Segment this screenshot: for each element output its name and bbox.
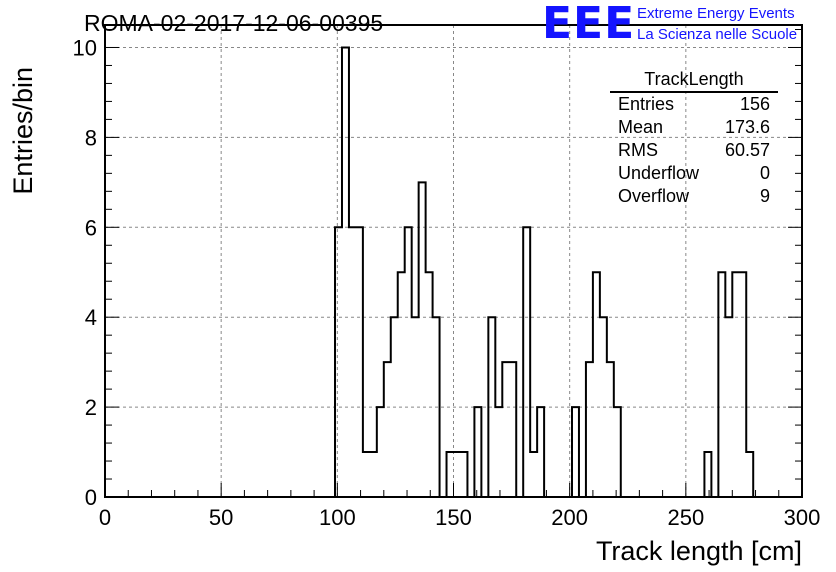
histogram-bin <box>704 452 711 497</box>
histogram-bin <box>530 452 537 497</box>
histogram-bin <box>363 452 370 497</box>
histogram-bin <box>454 452 461 497</box>
x-tick-label: 250 <box>667 505 704 530</box>
y-tick-label: 4 <box>85 305 97 330</box>
histogram-bin <box>384 362 391 497</box>
stats-value: 156 <box>739 94 770 114</box>
histogram-bin <box>502 362 509 497</box>
histogram-bin <box>739 272 746 497</box>
stats-row-rms: RMS 60.57 <box>610 139 778 162</box>
stats-box: TrackLength Entries 156 Mean 173.6 RMS 6… <box>610 68 778 208</box>
x-tick-label: 100 <box>319 505 356 530</box>
histogram-bin <box>732 272 739 497</box>
axis-ticks <box>104 28 803 498</box>
histogram-bin <box>419 182 426 497</box>
logo-line-2: La Scienza nelle Scuole <box>637 26 798 43</box>
histogram-bin <box>607 362 614 497</box>
histogram-bin <box>614 407 621 497</box>
grid-lines <box>105 25 802 497</box>
histogram-bin <box>509 362 516 497</box>
stats-row-overflow: Overflow 9 <box>610 185 778 208</box>
histogram-bin <box>377 407 384 497</box>
histogram-bin <box>405 227 412 497</box>
histogram-bin <box>398 272 405 497</box>
stats-value: 173.6 <box>724 117 770 137</box>
stats-label: RMS <box>618 140 658 160</box>
x-tick-label: 50 <box>209 505 233 530</box>
logo-line-1: Extreme Energy Events <box>637 5 795 22</box>
histogram-bin <box>349 227 356 497</box>
histogram-bin <box>356 227 363 497</box>
histogram-bin <box>447 452 454 497</box>
histogram-bin <box>537 407 544 497</box>
stats-title: TrackLength <box>610 68 778 93</box>
histogram-bin <box>370 452 377 497</box>
x-tick-label: 200 <box>551 505 588 530</box>
stats-row-entries: Entries 156 <box>610 93 778 116</box>
histogram-bin <box>523 227 530 497</box>
histogram-bin <box>426 272 433 497</box>
histogram-bin <box>593 272 600 497</box>
y-axis-label: Entries/bin <box>8 67 38 195</box>
stats-label: Mean <box>618 117 664 137</box>
stats-value: 60.57 <box>724 140 770 160</box>
y-tick-label: 10 <box>73 35 97 60</box>
histogram-bin <box>495 407 502 497</box>
stats-value: 0 <box>759 163 770 183</box>
histogram-bin <box>342 47 349 497</box>
y-tick-label: 8 <box>85 125 97 150</box>
x-axis-label: Track length [cm] <box>596 536 802 566</box>
stats-label: Overflow <box>618 186 690 206</box>
eee-logo: EEE <box>542 0 636 49</box>
y-tick-label: 6 <box>85 215 97 240</box>
histogram-bin <box>474 407 481 497</box>
stats-row-mean: Mean 173.6 <box>610 116 778 139</box>
run-title: ROMA-02-2017-12-06-00395 <box>84 10 384 36</box>
axis-tick-labels: 0 50 100 150 200 250 300 0 2 4 6 8 10 <box>73 35 821 530</box>
y-tick-label: 0 <box>85 485 97 510</box>
x-tick-label: 150 <box>435 505 472 530</box>
x-tick-label: 0 <box>99 505 111 530</box>
stats-row-underflow: Underflow 0 <box>610 162 778 185</box>
y-tick-label: 2 <box>85 395 97 420</box>
stats-label: Underflow <box>618 163 700 183</box>
histogram-bin <box>746 452 753 497</box>
stats-label: Entries <box>618 94 675 114</box>
histogram-bin <box>335 227 342 497</box>
x-tick-label: 300 <box>784 505 821 530</box>
histogram-bin <box>460 452 467 497</box>
histogram-bin <box>586 362 593 497</box>
histogram-bin <box>572 407 579 497</box>
stats-value: 9 <box>759 186 770 206</box>
histogram-bin <box>718 272 725 497</box>
